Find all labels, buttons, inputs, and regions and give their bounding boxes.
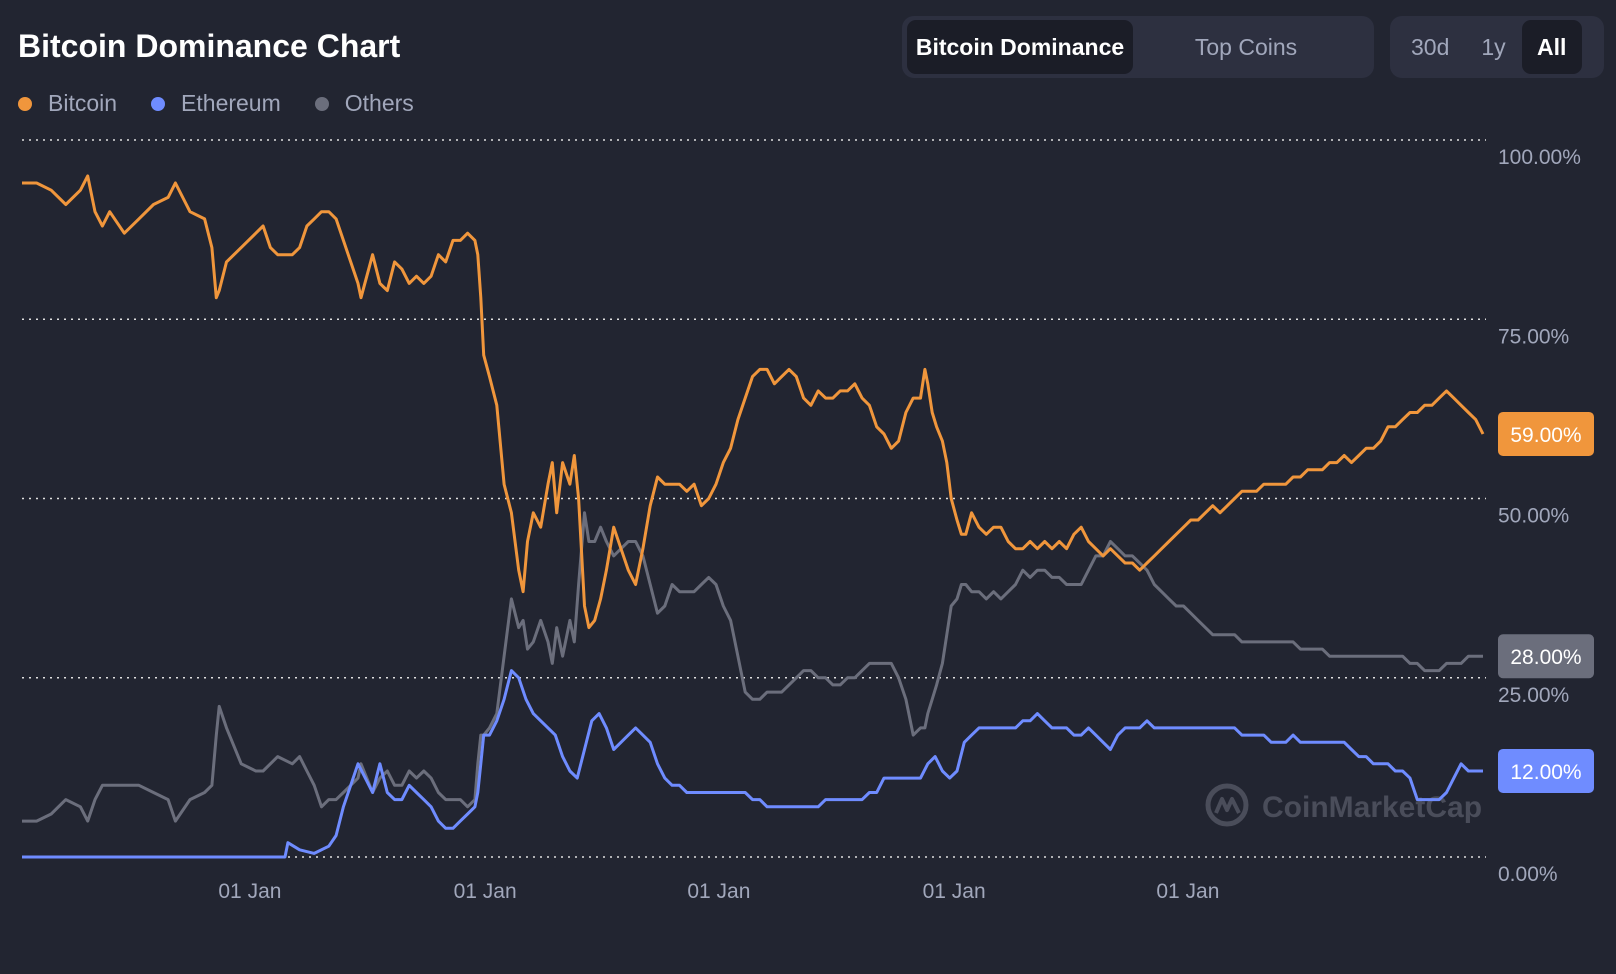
- legend-item-others[interactable]: Others: [314, 90, 414, 117]
- y-tick-label: 0.00%: [1498, 863, 1558, 886]
- range-all-button[interactable]: All: [1521, 20, 1582, 74]
- legend-label-others: Others: [344, 90, 414, 116]
- x-tick-label: 01 Jan: [1156, 880, 1219, 903]
- legend-item-ethereum[interactable]: Ethereum: [151, 90, 281, 117]
- last-value-badge-others: [1498, 634, 1594, 679]
- range-30d-button[interactable]: 30d: [1411, 33, 1450, 60]
- last-value-label-ethereum: 12.00%: [1510, 761, 1581, 784]
- range-1y-button[interactable]: 1y: [1481, 33, 1506, 60]
- legend-label-ethereum: Ethereum: [181, 90, 281, 116]
- y-tick-label: 25.00%: [1498, 684, 1569, 707]
- legend-item-bitcoin[interactable]: Bitcoin: [18, 90, 117, 117]
- x-tick-label: 01 Jan: [687, 880, 750, 903]
- coinmarketcap-logo-mark: [1214, 797, 1241, 814]
- coinmarketcap-logo-icon: [1205, 783, 1249, 827]
- x-axis: 01 Jan 01 Jan 01 Jan 01 Jan 01 Jan: [218, 880, 1219, 903]
- last-value-badges: 59.00% 12.00% 28.00%: [1498, 411, 1594, 793]
- y-axis: 100.00% 75.00% 50.00% 25.00% 0.00%: [1498, 146, 1581, 886]
- last-value-label-bitcoin: 59.00%: [1510, 424, 1581, 447]
- watermark-text: CoinMarketCap: [1262, 791, 1482, 824]
- watermark: CoinMarketCap: [1205, 783, 1482, 827]
- x-tick-label: 01 Jan: [923, 880, 986, 903]
- last-value-badge-bitcoin: [1498, 411, 1594, 456]
- range-toggle: 30d 1y All: [1390, 16, 1604, 78]
- y-tick-label: 100.00%: [1498, 146, 1581, 169]
- legend-label-bitcoin: Bitcoin: [48, 90, 118, 116]
- x-tick-label: 01 Jan: [218, 880, 281, 903]
- legend-dot-others: [314, 96, 329, 111]
- chart-legend: Bitcoin Ethereum Others: [18, 90, 414, 117]
- y-tick-label: 50.00%: [1498, 505, 1569, 528]
- chart-title: Bitcoin Dominance Chart: [18, 28, 401, 64]
- tab-top-coins[interactable]: Top Coins: [1194, 33, 1298, 60]
- legend-dot-ethereum: [151, 96, 166, 111]
- series-lines: [22, 174, 1485, 859]
- x-tick-label: 01 Jan: [454, 880, 517, 903]
- last-value-label-others: 28.00%: [1510, 646, 1581, 669]
- legend-dot-bitcoin: [18, 96, 32, 111]
- grid-lines: [22, 139, 1486, 858]
- series-line-others[interactable]: [22, 511, 1483, 823]
- last-value-badge-ethereum: [1498, 748, 1594, 793]
- y-tick-label: 75.00%: [1498, 325, 1569, 348]
- series-line-ethereum[interactable]: [22, 669, 1483, 859]
- series-line-bitcoin[interactable]: [22, 174, 1485, 630]
- tab-bitcoin-dominance[interactable]: Bitcoin Dominance: [907, 20, 1133, 74]
- view-toggle: Bitcoin Dominance Top Coins: [902, 16, 1374, 78]
